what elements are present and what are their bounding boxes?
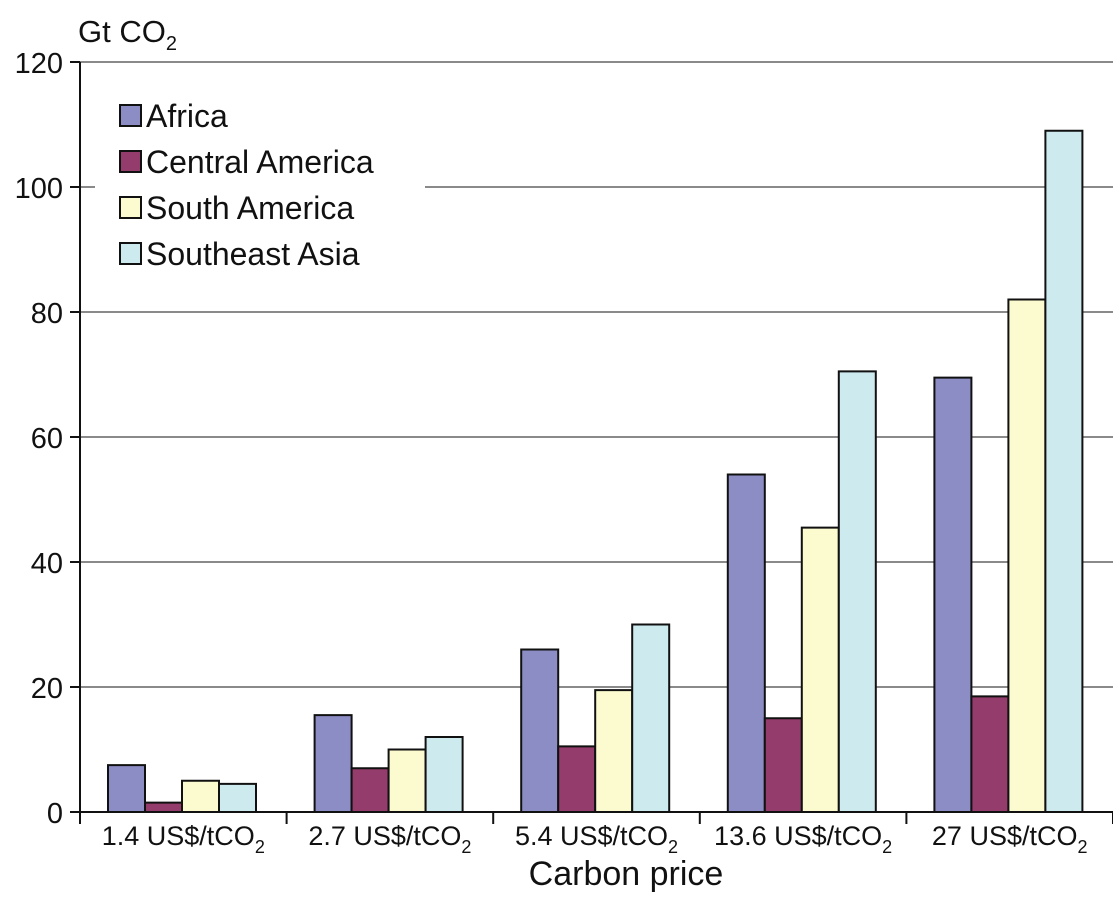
legend-swatch (119, 104, 142, 127)
x-tick-label-main: 13.6 US$/tCO (714, 821, 882, 851)
x-tick-label: 27 US$/tCO2 (932, 821, 1088, 857)
bar-southeast-asia (218, 782, 257, 813)
x-tick-label-main: 27 US$/tCO (932, 821, 1078, 851)
y-tick-label: 0 (47, 798, 63, 830)
bar-central-america (970, 695, 1010, 813)
x-tick-label-subscript: 2 (668, 837, 678, 857)
bar-south-america (181, 779, 220, 813)
y-tick-label: 100 (15, 173, 63, 205)
y-unit-subscript: 2 (166, 33, 177, 55)
y-tick-label: 20 (31, 673, 63, 705)
y-tick-label: 120 (15, 48, 63, 80)
bars-layer (107, 129, 1084, 813)
legend-swatch (119, 196, 142, 219)
bar-central-america (144, 801, 183, 813)
x-tick-label-subscript: 2 (461, 837, 471, 857)
legend-label: Central America (146, 144, 374, 180)
x-tick-label: 2.7 US$/tCO2 (308, 821, 471, 857)
y-unit-label: Gt CO2 (78, 14, 177, 55)
x-tick-label-main: 5.4 US$/tCO (515, 821, 668, 851)
bar-southeast-asia (1044, 129, 1084, 813)
x-tick-label: 1.4 US$/tCO2 (102, 821, 265, 857)
bar-southeast-asia (424, 736, 464, 813)
legend-swatch (119, 242, 142, 265)
y-tick-label: 60 (31, 423, 63, 455)
bar-central-america (350, 767, 390, 813)
bar-africa (726, 473, 766, 813)
bar-southeast-asia (837, 370, 877, 813)
x-tick-label: 13.6 US$/tCO2 (714, 821, 892, 857)
bar-south-america (1007, 298, 1047, 813)
legend-label: South America (146, 190, 354, 226)
bar-south-america (387, 748, 427, 813)
legend-swatch (119, 150, 142, 173)
x-tick-label-main: 1.4 US$/tCO (102, 821, 255, 851)
x-tick-label-subscript: 2 (255, 837, 265, 857)
x-tick-label: 5.4 US$/tCO2 (515, 821, 678, 857)
x-tick-label-subscript: 2 (882, 837, 892, 857)
bar-africa (107, 764, 146, 813)
bar-south-america (800, 526, 840, 813)
x-tick-label-main: 2.7 US$/tCO (308, 821, 461, 851)
x-axis-label: Carbon price (529, 855, 724, 893)
legend-label: Africa (146, 98, 228, 134)
y-tick-label: 40 (31, 548, 63, 580)
bar-africa (520, 648, 560, 813)
bar-southeast-asia (631, 623, 671, 813)
bar-central-america (557, 745, 597, 813)
legend: Africa Central America South America Southe… (95, 80, 425, 276)
bar-africa (313, 714, 353, 813)
bar-africa (933, 376, 973, 813)
y-tick-label: 80 (31, 298, 63, 330)
y-unit-main: Gt CO (78, 14, 166, 49)
legend-label: Southeast Asia (146, 236, 360, 272)
bar-central-america (763, 717, 803, 813)
x-tick-label-subscript: 2 (1077, 837, 1087, 857)
legend-background (95, 80, 425, 276)
bar-south-america (594, 689, 634, 813)
